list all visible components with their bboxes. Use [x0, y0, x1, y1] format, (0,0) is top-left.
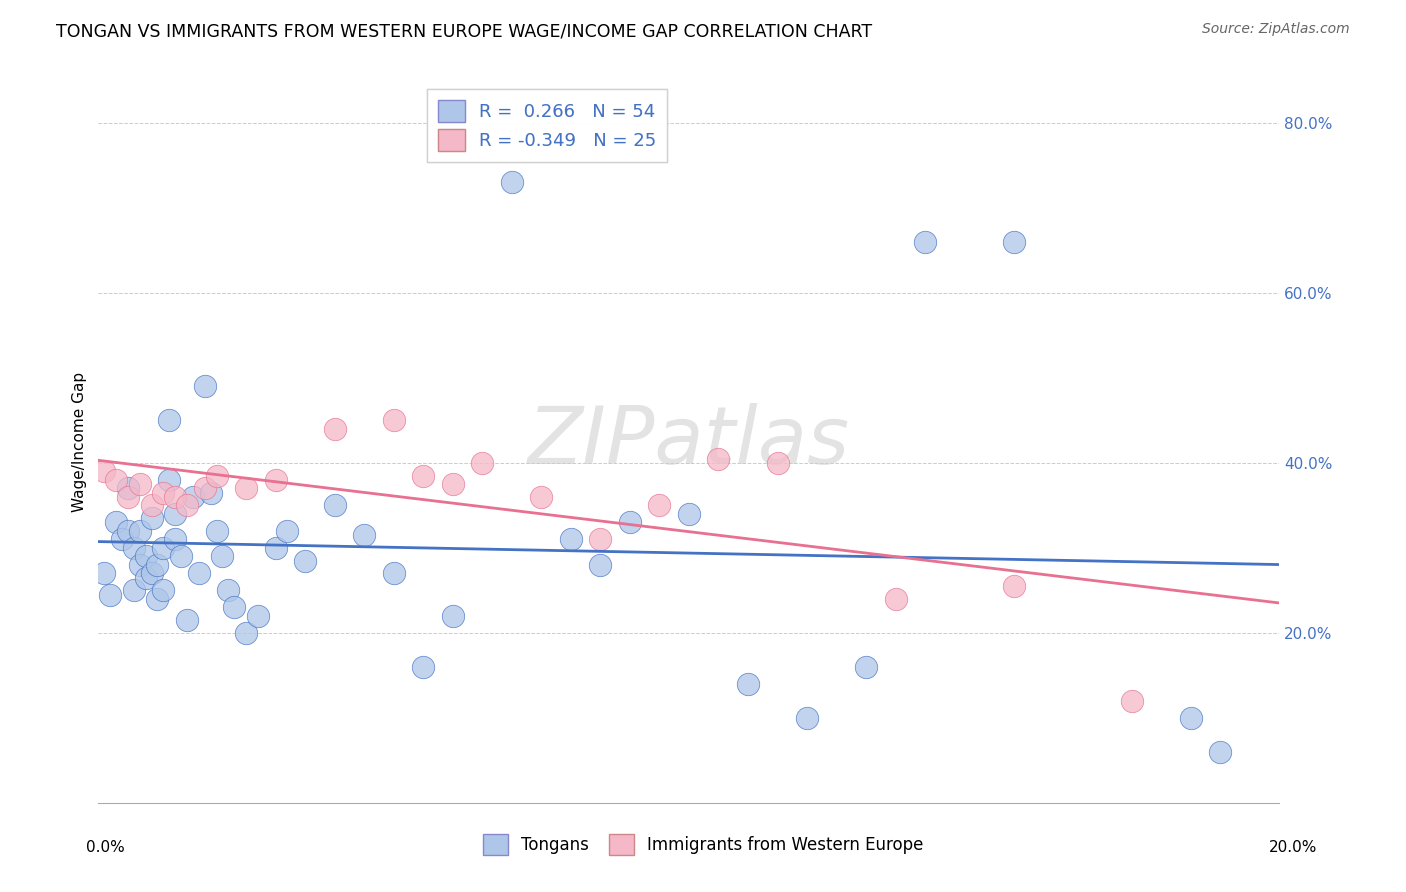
Point [128, 477, 150, 491]
Text: Source: ZipAtlas.com: Source: ZipAtlas.com [1202, 22, 1350, 37]
Point [128, 558, 150, 572]
Legend: R =  0.266   N = 54, R = -0.349   N = 25: R = 0.266 N = 54, R = -0.349 N = 25 [427, 89, 668, 162]
Point [412, 660, 434, 674]
Point [176, 498, 198, 512]
Point [176, 613, 198, 627]
Point [323, 422, 346, 436]
Point [294, 553, 316, 567]
Text: 20.0%: 20.0% [1270, 840, 1317, 855]
Point [382, 566, 405, 581]
Point [501, 175, 523, 189]
Legend: Tongans, Immigrants from Western Europe: Tongans, Immigrants from Western Europe [475, 828, 931, 862]
Y-axis label: Wage/Income Gap: Wage/Income Gap [72, 371, 87, 512]
Point [152, 485, 174, 500]
Point [152, 583, 174, 598]
Point [141, 498, 163, 512]
Point [105, 516, 128, 530]
Point [796, 711, 818, 725]
Point [157, 473, 180, 487]
Point [141, 511, 163, 525]
Point [323, 498, 346, 512]
Point [224, 600, 246, 615]
Point [530, 490, 553, 504]
Point [128, 524, 150, 538]
Point [157, 413, 180, 427]
Point [560, 533, 582, 547]
Point [589, 558, 612, 572]
Point [707, 451, 730, 466]
Point [412, 468, 434, 483]
Point [471, 456, 494, 470]
Point [855, 660, 877, 674]
Point [589, 533, 612, 547]
Point [441, 477, 464, 491]
Point [205, 468, 228, 483]
Point [211, 549, 233, 564]
Point [1002, 235, 1025, 249]
Point [152, 541, 174, 555]
Point [170, 549, 193, 564]
Point [766, 456, 789, 470]
Point [914, 235, 936, 249]
Text: ZIPatlas: ZIPatlas [527, 402, 851, 481]
Point [135, 570, 157, 584]
Point [146, 591, 169, 606]
Point [648, 498, 671, 512]
Point [1180, 711, 1202, 725]
Point [122, 583, 145, 598]
Point [117, 481, 139, 495]
Point [105, 473, 128, 487]
Point [353, 528, 375, 542]
Point [276, 524, 298, 538]
Point [217, 583, 239, 598]
Point [165, 507, 187, 521]
Point [737, 677, 759, 691]
Point [93, 464, 115, 478]
Point [235, 625, 257, 640]
Point [141, 566, 163, 581]
Point [135, 549, 157, 564]
Point [1209, 745, 1232, 759]
Point [205, 524, 228, 538]
Point [165, 490, 187, 504]
Point [93, 566, 115, 581]
Point [117, 524, 139, 538]
Point [194, 379, 217, 393]
Point [246, 608, 269, 623]
Point [884, 591, 907, 606]
Point [111, 533, 134, 547]
Point [117, 490, 139, 504]
Point [122, 541, 145, 555]
Point [187, 566, 209, 581]
Point [181, 490, 204, 504]
Point [264, 473, 287, 487]
Point [382, 413, 405, 427]
Point [165, 533, 187, 547]
Point [1002, 579, 1025, 593]
Text: TONGAN VS IMMIGRANTS FROM WESTERN EUROPE WAGE/INCOME GAP CORRELATION CHART: TONGAN VS IMMIGRANTS FROM WESTERN EUROPE… [56, 22, 872, 40]
Point [1121, 694, 1143, 708]
Point [441, 608, 464, 623]
Point [235, 481, 257, 495]
Point [619, 516, 641, 530]
Text: 0.0%: 0.0% [86, 840, 125, 855]
Point [200, 485, 222, 500]
Point [264, 541, 287, 555]
Point [678, 507, 700, 521]
Point [98, 588, 121, 602]
Point [194, 481, 217, 495]
Point [146, 558, 169, 572]
